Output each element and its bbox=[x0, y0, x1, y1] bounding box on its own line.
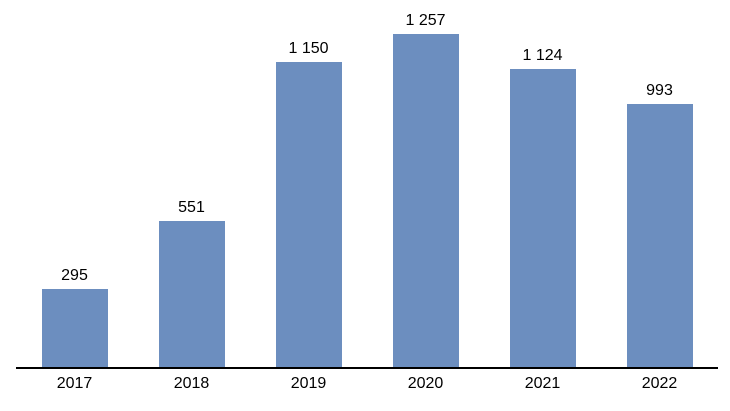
bar-slot-2022: 993 bbox=[601, 0, 718, 367]
bar-value-label: 295 bbox=[61, 267, 88, 284]
x-axis-label-2017: 2017 bbox=[56, 375, 93, 392]
bar-slot-2018: 551 bbox=[133, 0, 250, 367]
bar-value-label: 1 257 bbox=[405, 12, 446, 29]
bar-2020 bbox=[392, 34, 459, 367]
bar-2022 bbox=[626, 104, 693, 367]
bar-2021 bbox=[509, 69, 576, 367]
bar-2019 bbox=[275, 62, 342, 367]
bar-value-label: 1 150 bbox=[288, 40, 329, 57]
x-axis: 2017 2018 2019 2020 2021 2022 bbox=[16, 374, 718, 393]
bar-value-label: 1 124 bbox=[522, 47, 563, 64]
bar-slot-2017: 295 bbox=[16, 0, 133, 367]
bar-slot-2019: 1 150 bbox=[250, 0, 367, 367]
bar-2018 bbox=[158, 221, 225, 367]
bar-2017 bbox=[41, 289, 108, 367]
bar-slot-2021: 1 124 bbox=[484, 0, 601, 367]
bar-slot-2020: 1 257 bbox=[367, 0, 484, 367]
x-axis-label-2020: 2020 bbox=[407, 375, 444, 392]
x-axis-label-2019: 2019 bbox=[290, 375, 327, 392]
plot-area: 295 551 1 150 1 257 1 124 993 bbox=[16, 0, 718, 369]
x-axis-label-2022: 2022 bbox=[641, 375, 678, 392]
bar-value-label: 993 bbox=[646, 82, 673, 99]
bar-value-label: 551 bbox=[178, 199, 205, 216]
x-axis-label-2021: 2021 bbox=[524, 375, 561, 392]
x-axis-label-2018: 2018 bbox=[173, 375, 210, 392]
